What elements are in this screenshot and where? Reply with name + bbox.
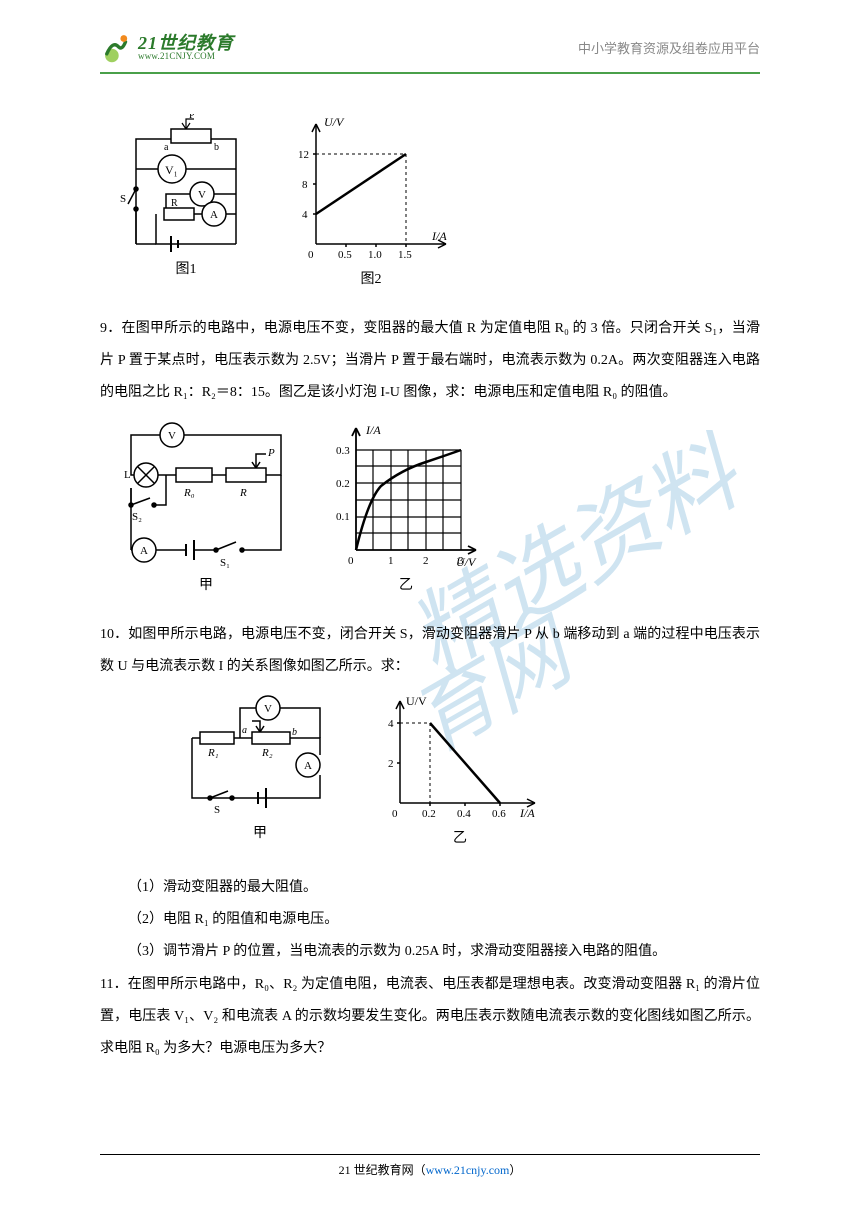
subitem-3: （3）调节滑片 P 的位置，当电流表的示数为 0.25A 时，求滑动变阻器接入电… xyxy=(128,936,760,968)
circuit-diagram-9: V L R₀ P R xyxy=(116,420,296,570)
svg-text:I/A: I/A xyxy=(365,423,381,437)
problem-10-num: 10． xyxy=(100,627,128,642)
problem-11: 11．在图甲所示电路中，R₀、R₂ 为定值电阻，电流表、电压表都是理想电表。改变… xyxy=(100,969,760,1066)
svg-text:U/V: U/V xyxy=(406,694,427,708)
circuit-diagram-10: V R₁ a R₂ b A xyxy=(180,693,340,818)
svg-text:0: 0 xyxy=(392,808,398,820)
footer-link[interactable]: www.21cnjy.com xyxy=(426,1163,510,1177)
svg-text:R₂: R₂ xyxy=(261,747,273,759)
problem-11-num: 11． xyxy=(100,977,128,992)
svg-text:0.2: 0.2 xyxy=(422,808,436,820)
svg-text:1.5: 1.5 xyxy=(398,249,412,261)
footer-suffix: ） xyxy=(509,1163,521,1177)
svg-text:0.4: 0.4 xyxy=(457,808,471,820)
svg-text:0.5: 0.5 xyxy=(338,249,352,261)
problem-11-text: 在图甲所示电路中，R₀、R₂ 为定值电阻，电流表、电压表都是理想电表。改变滑动变… xyxy=(100,977,760,1056)
page-footer: 21 世纪教育网（www.21cnjy.com） xyxy=(100,1154,760,1178)
graph-8: U/V I/A 4 8 12 0 0.5 1.0 1.5 xyxy=(286,114,456,264)
svg-text:P: P xyxy=(189,114,195,121)
svg-text:1: 1 xyxy=(388,555,394,567)
svg-text:I/A: I/A xyxy=(519,806,535,820)
fig10-circuit-caption: 甲 xyxy=(253,822,267,842)
svg-text:V₁: V₁ xyxy=(165,163,178,177)
logo-icon xyxy=(100,30,134,64)
svg-text:0: 0 xyxy=(348,555,354,567)
logo-title: 21世纪教育 xyxy=(138,34,234,52)
header-subtitle: 中小学教育资源及组卷应用平台 xyxy=(578,38,760,57)
logo-url: www.21CNJY.COM xyxy=(138,52,234,61)
svg-text:8: 8 xyxy=(302,179,308,191)
svg-text:A: A xyxy=(304,760,312,772)
site-logo: 21世纪教育 www.21CNJY.COM xyxy=(100,30,234,64)
problem-10-subitems: （1）滑动变阻器的最大阻值。 （2）电阻 R₁ 的阻值和电源电压。 （3）调节滑… xyxy=(128,872,760,969)
svg-text:4: 4 xyxy=(388,718,394,730)
svg-text:L: L xyxy=(124,469,131,481)
svg-text:4: 4 xyxy=(302,209,308,221)
problem-9: 9．在图甲所示的电路中，电源电压不变，变阻器的最大值 R 为定值电阻 R₀ 的 … xyxy=(100,313,760,410)
svg-text:A: A xyxy=(140,545,148,557)
problem-9-text: 在图甲所示的电路中，电源电压不变，变阻器的最大值 R 为定值电阻 R₀ 的 3 … xyxy=(100,321,760,400)
svg-text:1.0: 1.0 xyxy=(368,249,382,261)
svg-text:0.6: 0.6 xyxy=(492,808,506,820)
svg-text:S₂: S₂ xyxy=(132,511,142,523)
svg-text:0: 0 xyxy=(308,249,314,261)
fig9-graph-caption: 乙 xyxy=(399,574,413,594)
subitem-1: （1）滑动变阻器的最大阻值。 xyxy=(128,872,760,904)
page-content: 21世纪教育 www.21CNJY.COM 中小学教育资源及组卷应用平台 P a… xyxy=(0,0,860,1125)
svg-text:V: V xyxy=(264,703,272,715)
svg-text:0.2: 0.2 xyxy=(336,478,350,490)
svg-text:R: R xyxy=(171,198,178,209)
svg-text:a: a xyxy=(242,725,247,736)
svg-text:V: V xyxy=(168,430,176,442)
graph-9: I/A U/V 0.1 0.2 0.3 0 1 2 3 xyxy=(326,420,486,570)
problem-10: 10．如图甲所示电路，电源电压不变，闭合开关 S，滑动变阻器滑片 P 从 b 端… xyxy=(100,619,760,683)
fig10-graph-caption: 乙 xyxy=(453,827,467,847)
svg-text:S: S xyxy=(214,804,220,816)
svg-text:V: V xyxy=(198,189,206,201)
svg-text:a: a xyxy=(164,142,169,153)
svg-text:U/V: U/V xyxy=(324,115,345,129)
svg-text:b: b xyxy=(292,727,297,738)
header-divider xyxy=(100,72,760,74)
figure-row-10: V R₁ a R₂ b A xyxy=(180,693,760,847)
fig8-graph-caption: 图2 xyxy=(361,268,382,288)
svg-text:R₁: R₁ xyxy=(207,747,219,759)
graph-10: U/V I/A 2 4 0 0.2 0.4 0.6 xyxy=(370,693,550,823)
svg-text:S: S xyxy=(120,193,126,205)
svg-text:2: 2 xyxy=(423,555,429,567)
subitem-2: （2）电阻 R₁ 的阻值和电源电压。 xyxy=(128,904,760,936)
page-header: 21世纪教育 www.21CNJY.COM 中小学教育资源及组卷应用平台 xyxy=(100,30,760,64)
problem-10-text: 如图甲所示电路，电源电压不变，闭合开关 S，滑动变阻器滑片 P 从 b 端移动到… xyxy=(100,627,760,674)
svg-text:3: 3 xyxy=(458,555,464,567)
figure-row-9: V L R₀ P R xyxy=(116,420,760,594)
footer-prefix: 21 世纪教育网（ xyxy=(339,1163,426,1177)
svg-text:S₁: S₁ xyxy=(220,557,230,569)
fig9-circuit-caption: 甲 xyxy=(199,574,213,594)
problem-9-num: 9． xyxy=(100,321,121,336)
circuit-diagram-8: P a b V₁ S V xyxy=(116,114,256,254)
svg-text:R: R xyxy=(239,487,247,499)
fig8-circuit-caption: 图1 xyxy=(176,258,197,278)
svg-text:P: P xyxy=(267,447,275,459)
svg-text:I/A: I/A xyxy=(431,229,447,243)
svg-text:A: A xyxy=(210,209,218,221)
svg-text:0.3: 0.3 xyxy=(336,445,350,457)
svg-text:b: b xyxy=(214,142,219,153)
svg-text:0.1: 0.1 xyxy=(336,511,350,523)
svg-text:2: 2 xyxy=(388,758,394,770)
figure-row-8: P a b V₁ S V xyxy=(116,114,760,288)
svg-text:R₀: R₀ xyxy=(183,487,195,499)
svg-text:12: 12 xyxy=(298,149,309,161)
